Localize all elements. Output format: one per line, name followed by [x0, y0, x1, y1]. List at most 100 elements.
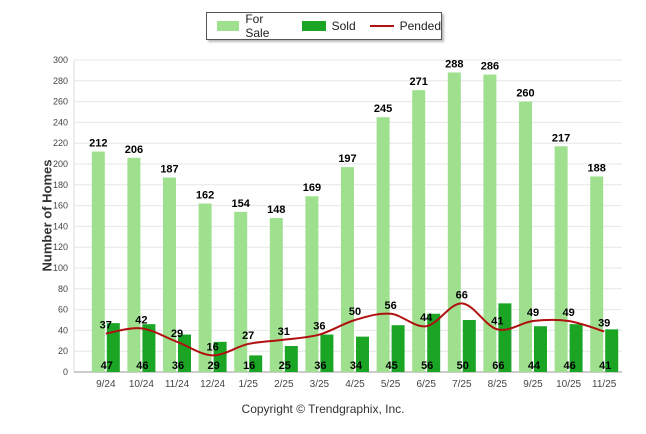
x-tick-label: 5/25	[381, 379, 401, 390]
bar-for-sale	[91, 151, 105, 372]
data-label-pended: 36	[313, 321, 325, 333]
x-tick-label: 6/25	[416, 379, 436, 390]
legend-label-for-sale: For Sale	[245, 12, 270, 40]
y-tick-label: 260	[53, 97, 68, 107]
data-label-pended: 66	[456, 289, 468, 301]
data-label-for-sale: 162	[196, 190, 214, 202]
y-tick-label: 20	[58, 346, 68, 356]
bar-sold	[391, 325, 405, 372]
pended-line	[105, 302, 605, 357]
x-tick-label: 2/25	[274, 379, 294, 390]
y-tick-label: 140	[53, 221, 68, 231]
bar-for-sale	[163, 177, 176, 372]
data-label-for-sale: 245	[374, 103, 392, 115]
data-label-for-sale: 206	[125, 144, 143, 156]
data-label-sold: 25	[279, 360, 291, 372]
bar-for-sale	[590, 176, 604, 372]
bar-sold	[462, 320, 476, 372]
data-label-pended: 56	[384, 300, 396, 312]
legend-label-sold: Sold	[331, 19, 356, 33]
data-label-sold: 45	[385, 360, 397, 372]
bar-sold	[534, 326, 547, 372]
data-label-pended: 50	[349, 306, 361, 318]
legend-item-pended: Pended	[369, 19, 441, 33]
legend: For Sale Sold Pended	[206, 12, 442, 40]
data-label-pended: 44	[420, 312, 433, 324]
data-label-pended: 27	[242, 330, 254, 342]
bar-for-sale	[234, 211, 248, 372]
x-tick-label: 9/25	[523, 379, 543, 390]
data-label-sold: 41	[599, 360, 611, 372]
bar-sold	[498, 303, 512, 372]
bar-sold	[320, 334, 334, 372]
y-tick-label: 160	[53, 201, 68, 211]
bar-sold	[356, 336, 369, 372]
x-tick-label: 12/24	[200, 379, 225, 390]
data-label-pended: 31	[278, 326, 290, 338]
copyright-text: Copyright © Trendgraphix, Inc.	[241, 402, 405, 416]
data-label-pended: 42	[135, 314, 147, 326]
y-tick-label: 100	[53, 263, 68, 273]
x-tick-label: 10/24	[129, 379, 154, 390]
x-tick-label: 1/25	[238, 379, 258, 390]
legend-item-sold: Sold	[301, 19, 356, 33]
y-tick-label: 240	[53, 117, 68, 127]
bar-for-sale	[127, 157, 141, 372]
bar-for-sale	[198, 203, 212, 372]
data-label-pended: 16	[206, 341, 218, 353]
data-label-sold: 29	[207, 360, 219, 372]
bar-sold	[213, 341, 227, 372]
y-tick-label: 120	[53, 242, 68, 252]
data-label-for-sale: 286	[481, 61, 499, 73]
data-label-pended: 39	[598, 317, 610, 329]
bar-sold	[106, 323, 120, 372]
y-tick-label: 80	[58, 284, 68, 294]
bar-sold	[249, 355, 263, 372]
bar-for-sale	[341, 167, 354, 372]
data-label-sold: 66	[492, 360, 504, 372]
legend-item-for-sale: For Sale	[217, 12, 288, 40]
y-tick-label: 280	[53, 76, 68, 86]
y-tick-label: 40	[58, 325, 68, 335]
legend-swatch-for-sale	[217, 21, 240, 31]
data-label-sold: 44	[528, 360, 541, 372]
data-label-for-sale: 187	[160, 164, 178, 176]
data-label-for-sale: 148	[267, 204, 285, 216]
x-tick-label: 4/25	[345, 379, 365, 390]
data-label-sold: 34	[350, 360, 363, 372]
bar-sold	[569, 324, 583, 372]
x-tick-label: 9/24	[96, 379, 116, 390]
data-label-for-sale: 154	[232, 198, 251, 210]
data-label-for-sale: 197	[338, 153, 356, 165]
data-label-for-sale: 169	[303, 182, 321, 194]
data-label-sold: 47	[101, 360, 113, 372]
x-tick-label: 11/24	[165, 379, 190, 390]
bar-for-sale	[519, 101, 532, 372]
bar-for-sale	[305, 196, 319, 372]
y-tick-label: 300	[53, 55, 68, 65]
data-label-for-sale: 288	[445, 58, 463, 70]
x-tick-label: 7/25	[452, 379, 472, 390]
bar-for-sale	[483, 74, 497, 372]
data-label-pended: 37	[100, 320, 112, 332]
data-label-sold: 36	[314, 360, 326, 372]
data-label-sold: 56	[421, 360, 433, 372]
data-label-for-sale: 188	[588, 162, 606, 174]
bar-for-sale	[554, 146, 568, 372]
y-tick-label: 200	[53, 159, 68, 169]
data-label-pended: 41	[491, 315, 503, 327]
data-label-for-sale: 260	[516, 88, 534, 100]
bar-for-sale	[269, 218, 283, 372]
bar-for-sale	[412, 90, 426, 372]
x-tick-label: 3/25	[310, 379, 330, 390]
bar-sold	[605, 329, 619, 372]
data-label-pended: 49	[562, 307, 574, 319]
bar-sold	[284, 346, 298, 372]
y-tick-label: 180	[53, 180, 68, 190]
bar-sold	[142, 324, 156, 372]
legend-label-pended: Pended	[399, 19, 441, 33]
data-label-sold: 46	[563, 360, 575, 372]
data-label-sold: 16	[243, 360, 255, 372]
